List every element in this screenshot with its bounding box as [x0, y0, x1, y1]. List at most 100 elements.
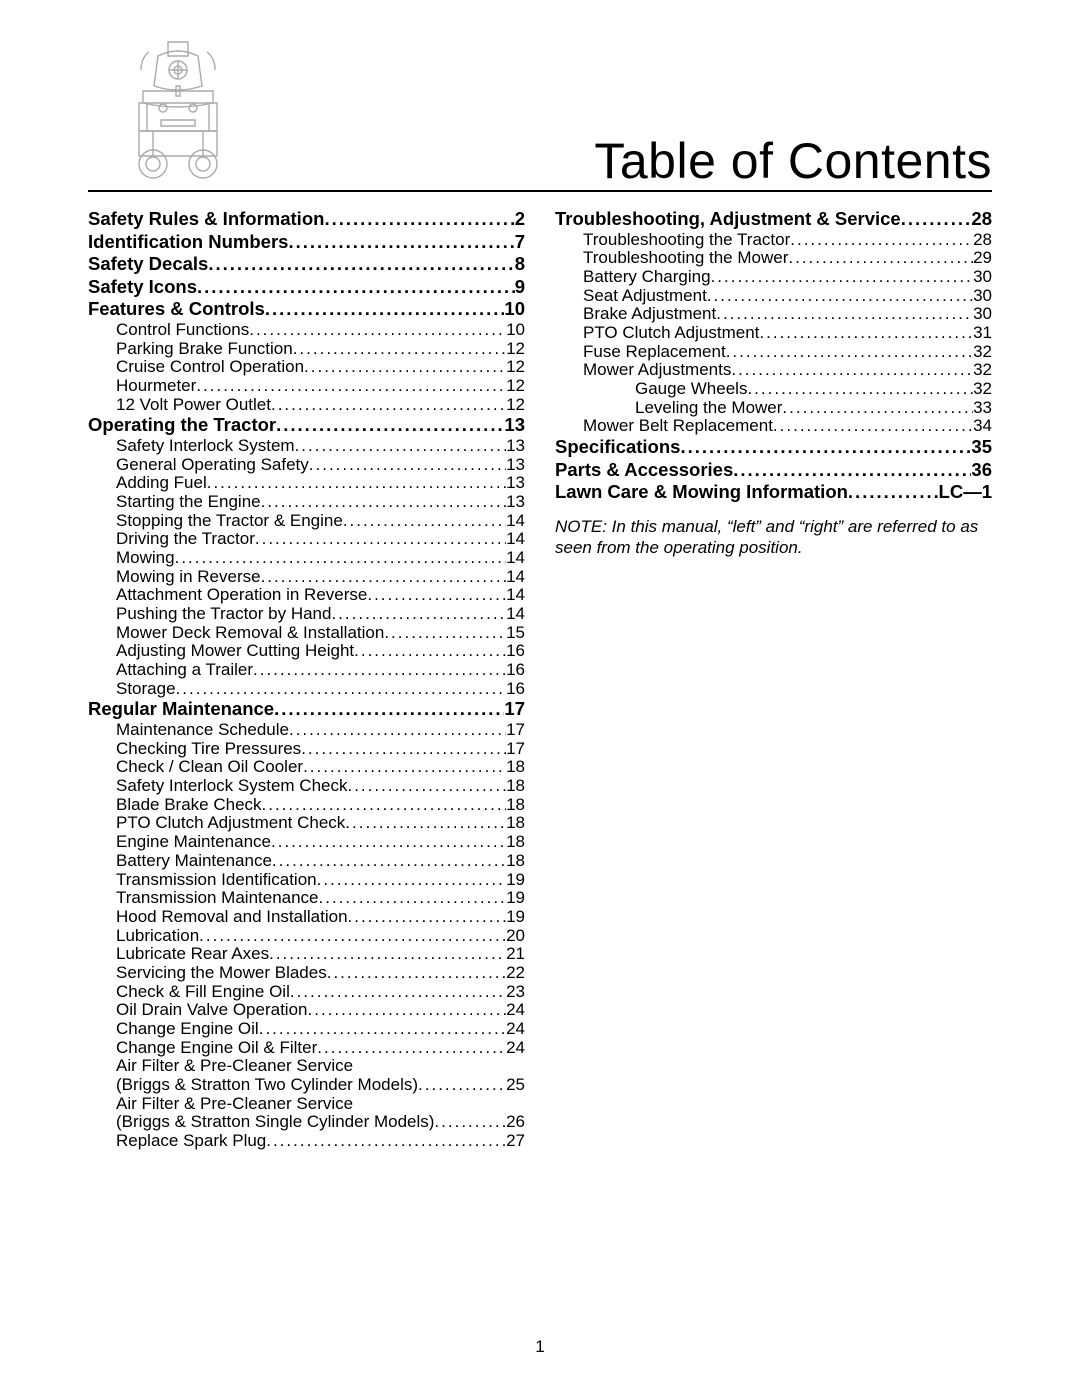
toc-entry-label: Parking Brake Function	[116, 340, 293, 359]
toc-leader-dots	[265, 298, 505, 321]
toc-entry: Lawn Care & Mowing InformationLC—1	[555, 481, 992, 504]
toc-entry: Replace Spark Plug 27	[88, 1132, 525, 1151]
toc-entry: Oil Drain Valve Operation24	[88, 1001, 525, 1020]
toc-entry-page: 27	[506, 1132, 525, 1151]
toc-entry-label: Lawn Care & Mowing Information	[555, 481, 848, 504]
toc-entry: Safety Decals 8	[88, 253, 525, 276]
toc-entry: Leveling the Mower33	[555, 399, 992, 418]
toc-entry: Lubricate Rear Axes21	[88, 945, 525, 964]
toc-entry-label: Storage	[116, 680, 176, 699]
toc-leader-dots	[261, 493, 506, 512]
toc-entry-label: Lubrication	[116, 927, 199, 946]
toc-entry-label: Safety Decals	[88, 253, 208, 276]
toc-entry: Troubleshooting, Adjustment & Service28	[555, 208, 992, 231]
toc-entry: Seat Adjustment30	[555, 287, 992, 306]
toc-entry-label: Mower Adjustments	[583, 361, 731, 380]
toc-leader-dots	[345, 814, 506, 833]
page-number: 1	[0, 1337, 1080, 1357]
toc-entry-label: Check / Clean Oil Cooler	[116, 758, 303, 777]
toc-entry: Battery Charging30	[555, 268, 992, 287]
toc-entry: Servicing the Mower Blades22	[88, 964, 525, 983]
toc-entry-label: Troubleshooting the Mower	[583, 249, 788, 268]
toc-leader-dots	[176, 680, 507, 699]
toc-entry-label: Brake Adjustment	[583, 305, 716, 324]
toc-leader-dots	[716, 305, 973, 324]
toc-entry: Safety Interlock System13	[88, 437, 525, 456]
toc-entry: Identification Numbers7	[88, 231, 525, 254]
toc-entry-page: 14	[506, 605, 525, 624]
toc-entry-label: 12 Volt Power Outlet	[116, 396, 271, 415]
toc-entry: Maintenance Schedule17	[88, 721, 525, 740]
toc-entry: Adjusting Mower Cutting Height16	[88, 642, 525, 661]
toc-entry: PTO Clutch Adjustment Check18	[88, 814, 525, 833]
toc-entry: Change Engine Oil24	[88, 1020, 525, 1039]
toc-entry-page: 21	[506, 945, 525, 964]
toc-leader-dots	[295, 437, 507, 456]
toc-entry: Mower Deck Removal & Installation15	[88, 624, 525, 643]
toc-leader-dots	[434, 1113, 506, 1132]
toc-leader-dots	[354, 642, 506, 661]
toc-entry: Parts & Accessories36	[555, 459, 992, 482]
toc-right-column: Troubleshooting, Adjustment & Service28T…	[555, 208, 992, 1151]
toc-entry-label: Replace Spark Plug	[116, 1132, 266, 1151]
toc-entry-page: 8	[515, 253, 525, 276]
toc-leader-dots	[848, 481, 939, 504]
toc-leader-dots	[343, 512, 506, 531]
toc-entry: Safety Rules & Information2	[88, 208, 525, 231]
toc-entry-label: (Briggs & Stratton Single Cylinder Model…	[116, 1113, 434, 1132]
toc-leader-dots	[319, 889, 507, 908]
toc-entry-page: 9	[515, 276, 525, 299]
toc-leader-dots	[367, 586, 506, 605]
toc-entry: Regular Maintenance17	[88, 698, 525, 721]
toc-entry-page: 29	[973, 249, 992, 268]
toc-entry-label: General Operating Safety	[116, 456, 309, 475]
toc-leader-dots	[711, 268, 974, 287]
toc-entry-page: 30	[973, 287, 992, 306]
toc-leader-dots	[788, 249, 973, 268]
toc-entry-page: 30	[973, 305, 992, 324]
toc-leader-dots	[272, 852, 506, 871]
toc-entry-page: 18	[506, 833, 525, 852]
toc-entry-label: Driving the Tractor	[116, 530, 255, 549]
toc-leader-dots	[266, 1132, 506, 1151]
toc-leader-dots	[733, 459, 971, 482]
toc-leader-dots	[199, 927, 506, 946]
toc-entry: Fuse Replacement32	[555, 343, 992, 362]
toc-entry-page: 28	[971, 208, 992, 231]
toc-entry: Hood Removal and Installation19	[88, 908, 525, 927]
toc-entry-label: Transmission Identification	[116, 871, 317, 890]
toc-entry-label: Safety Rules & Information	[88, 208, 324, 231]
toc-left-column: Safety Rules & Information2Identificatio…	[88, 208, 525, 1151]
toc-leader-dots	[196, 377, 506, 396]
toc-entry-page: 19	[506, 871, 525, 890]
toc-entry: Mower Adjustments32	[555, 361, 992, 380]
toc-entry-label: Leveling the Mower	[635, 399, 782, 418]
toc-entry-label: Safety Icons	[88, 276, 197, 299]
toc-entry-label: Features & Controls	[88, 298, 265, 321]
toc-entry-label: Air Filter & Pre-Cleaner Service	[116, 1095, 525, 1114]
toc-entry-page: 7	[515, 231, 525, 254]
toc-leader-dots	[271, 833, 506, 852]
toc-entry-label: Blade Brake Check	[116, 796, 262, 815]
toc-entry-page: 19	[506, 889, 525, 908]
toc-entry-page: 14	[506, 586, 525, 605]
toc-leader-dots	[293, 340, 506, 359]
toc-leader-dots	[208, 253, 514, 276]
toc-entry: Safety Interlock System Check18	[88, 777, 525, 796]
toc-entry-label: Fuse Replacement	[583, 343, 726, 362]
toc-entry: General Operating Safety13	[88, 456, 525, 475]
toc-entry: Troubleshooting the Tractor28	[555, 231, 992, 250]
toc-entry: Engine Maintenance18	[88, 833, 525, 852]
toc-entry-label: Attachment Operation in Reverse	[116, 586, 367, 605]
toc-entry: Battery Maintenance18	[88, 852, 525, 871]
toc-leader-dots	[175, 549, 506, 568]
toc-entry-label: Maintenance Schedule	[116, 721, 289, 740]
toc-entry-label: Troubleshooting the Tractor	[583, 231, 790, 250]
toc-entry: Mowing in Reverse14	[88, 568, 525, 587]
toc-entry: Lubrication20	[88, 927, 525, 946]
toc-entry-page: 24	[506, 1020, 525, 1039]
toc-entry-label: PTO Clutch Adjustment	[583, 324, 759, 343]
toc-entry: Control Functions10	[88, 321, 525, 340]
toc-entry-label: Mowing	[116, 549, 175, 568]
toc-entry-page: 12	[506, 340, 525, 359]
